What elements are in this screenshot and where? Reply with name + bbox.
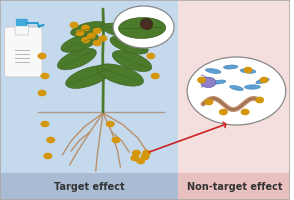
Circle shape	[88, 33, 95, 39]
Circle shape	[82, 37, 89, 43]
Ellipse shape	[118, 17, 166, 39]
Ellipse shape	[223, 65, 238, 69]
Text: Non-target effect: Non-target effect	[186, 182, 282, 192]
Ellipse shape	[61, 34, 99, 52]
Ellipse shape	[97, 64, 143, 86]
Bar	[0, 0, 178, 174]
Circle shape	[201, 77, 216, 88]
Circle shape	[147, 53, 155, 59]
Ellipse shape	[206, 68, 221, 74]
Ellipse shape	[256, 78, 269, 84]
Ellipse shape	[110, 36, 148, 54]
Bar	[0, 173, 178, 200]
FancyBboxPatch shape	[16, 19, 27, 26]
Circle shape	[241, 109, 249, 115]
Circle shape	[187, 57, 286, 125]
Bar	[178, 0, 290, 174]
Circle shape	[82, 25, 89, 31]
Circle shape	[41, 73, 49, 79]
Circle shape	[205, 99, 213, 105]
Ellipse shape	[66, 66, 111, 88]
Circle shape	[47, 137, 55, 143]
Circle shape	[133, 150, 140, 156]
Circle shape	[220, 109, 227, 115]
Ellipse shape	[244, 85, 260, 89]
Circle shape	[137, 158, 144, 164]
Ellipse shape	[212, 80, 226, 84]
Circle shape	[93, 28, 101, 34]
Circle shape	[113, 6, 174, 48]
Ellipse shape	[102, 23, 138, 38]
Circle shape	[112, 137, 120, 143]
Bar	[178, 173, 290, 200]
FancyBboxPatch shape	[15, 22, 29, 35]
Circle shape	[106, 121, 114, 127]
Circle shape	[151, 73, 159, 79]
Ellipse shape	[240, 69, 256, 73]
Circle shape	[76, 30, 83, 36]
Circle shape	[198, 77, 206, 83]
Circle shape	[244, 67, 252, 73]
Circle shape	[70, 22, 78, 28]
Circle shape	[38, 90, 46, 96]
Circle shape	[99, 36, 107, 41]
Circle shape	[141, 154, 149, 160]
FancyBboxPatch shape	[4, 27, 42, 77]
Circle shape	[260, 77, 268, 83]
Circle shape	[41, 121, 49, 127]
Circle shape	[131, 155, 139, 161]
Ellipse shape	[142, 21, 150, 29]
Ellipse shape	[140, 18, 153, 30]
Ellipse shape	[57, 48, 96, 70]
Circle shape	[93, 40, 101, 46]
Circle shape	[143, 150, 150, 156]
Circle shape	[44, 153, 52, 159]
Circle shape	[256, 97, 263, 103]
Ellipse shape	[230, 85, 243, 91]
Ellipse shape	[71, 21, 106, 37]
Text: Target effect: Target effect	[54, 182, 125, 192]
Circle shape	[38, 53, 46, 59]
Ellipse shape	[112, 50, 152, 72]
